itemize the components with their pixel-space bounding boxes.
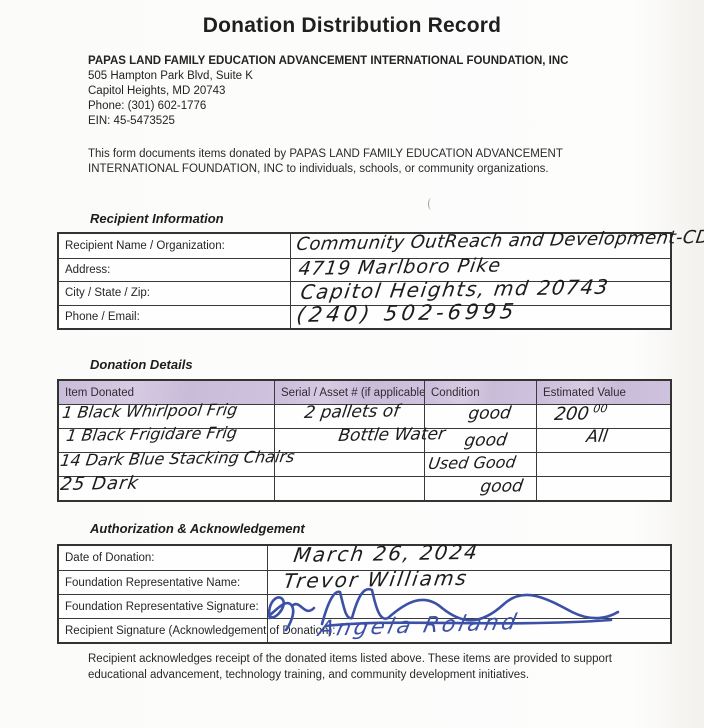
authorization-table: Date of Donation: March 26, 2024 Foundat… bbox=[57, 540, 672, 644]
value-handwritten: All bbox=[585, 426, 609, 447]
item-cell: 1 Black Whirlpool Frig bbox=[59, 400, 274, 428]
table-row: 14 Dark Blue Stacking Chairs Used Good bbox=[59, 447, 670, 476]
value-cents: 00 bbox=[592, 402, 609, 416]
serial-cell: 2 pallets of bbox=[274, 401, 424, 428]
address-label: Address: bbox=[65, 263, 111, 276]
condition-cell: good bbox=[424, 476, 536, 500]
phone-email-field: (240) 502-6995 bbox=[290, 299, 670, 328]
date-of-donation-field: March 26, 2024 bbox=[267, 540, 670, 570]
table-row: Address: 4719 Marlboro Pike bbox=[59, 254, 670, 281]
serial-cell bbox=[274, 477, 424, 500]
condition-cell: good bbox=[424, 403, 536, 428]
table-row: 1 Black Whirlpool Frig 2 pallets of good… bbox=[59, 400, 670, 428]
value-cell: 200 00 bbox=[536, 402, 670, 428]
date-of-donation-label: Date of Donation: bbox=[65, 552, 155, 564]
foundation-address-line1: 505 Hampton Park Blvd, Suite K bbox=[88, 70, 253, 82]
item-cell: 14 Dark Blue Stacking Chairs bbox=[59, 447, 296, 476]
recipient-name-handwritten: Community OutReach and Development-CDC bbox=[295, 226, 704, 255]
col-item-donated: Item Donated bbox=[59, 381, 274, 404]
table-row: Foundation Representative Name: Trevor W… bbox=[59, 566, 670, 594]
condition-cell: good bbox=[424, 429, 536, 452]
condition-handwritten: Used Good bbox=[427, 452, 518, 473]
item-cell: 25 Dark bbox=[59, 473, 274, 500]
recipient-name-field: Community OutReach and Development-CDC bbox=[290, 227, 704, 258]
address-field: 4719 Marlboro Pike bbox=[290, 254, 670, 281]
serial-cell bbox=[274, 453, 424, 476]
value-cell bbox=[536, 453, 670, 476]
city-state-zip-label: City / State / Zip: bbox=[65, 287, 150, 300]
condition-handwritten: good bbox=[463, 430, 509, 451]
foundation-phone: Phone: (301) 602-1776 bbox=[88, 100, 207, 112]
condition-cell: Used Good bbox=[424, 452, 536, 476]
value-cell: All bbox=[536, 426, 670, 452]
phone-email-label: Phone / Email: bbox=[65, 310, 140, 323]
table-row: City / State / Zip: Capitol Heights, md … bbox=[59, 275, 670, 305]
foundation-info-block: PAPAS LAND FAMILY EDUCATION ADVANCEMENT … bbox=[88, 54, 568, 129]
recipient-name-label: Recipient Name / Organization: bbox=[65, 239, 225, 252]
col-serial-asset: Serial / Asset # (if applicable) bbox=[274, 381, 429, 404]
authorization-section-heading: Authorization & Acknowledgement bbox=[90, 521, 305, 536]
value-handwritten: 200 00 bbox=[553, 402, 608, 425]
value-cell bbox=[536, 477, 670, 500]
condition-handwritten: good bbox=[479, 476, 525, 497]
item-cell: 1 Black Frigidare Frig bbox=[59, 423, 274, 452]
table-row: Recipient Name / Organization: Community… bbox=[59, 227, 704, 258]
table-row: 1 Black Frigidare Frig Bottle Water good… bbox=[59, 423, 670, 452]
rep-name-label: Foundation Representative Name: bbox=[65, 576, 241, 589]
recipient-info-table: Recipient Name / Organization: Community… bbox=[57, 227, 704, 330]
serial-handwritten: 2 pallets of bbox=[303, 401, 401, 423]
page-title: Donation Distribution Record bbox=[202, 14, 502, 37]
col-condition: Condition bbox=[424, 381, 536, 404]
scan-artifact bbox=[428, 198, 435, 210]
table-header-row: Item Donated Serial / Asset # (if applic… bbox=[59, 381, 670, 404]
foundation-ein: EIN: 45-5473525 bbox=[88, 115, 175, 127]
condition-handwritten: good bbox=[467, 403, 513, 424]
table-row: Recipient Signature (Acknowledgement of … bbox=[59, 610, 670, 642]
recipient-section-heading: Recipient Information bbox=[90, 211, 224, 226]
table-row: Phone / Email: (240) 502-6995 bbox=[59, 299, 670, 328]
table-row: Foundation Representative Signature: bbox=[59, 587, 670, 632]
rep-name-field: Trevor Williams bbox=[267, 566, 670, 594]
foundation-name: PAPAS LAND FAMILY EDUCATION ADVANCEMENT … bbox=[88, 55, 569, 67]
acknowledgement-paragraph: Recipient acknowledges receipt of the do… bbox=[88, 653, 612, 681]
value-amount: 200 bbox=[553, 403, 591, 425]
serial-cell: Bottle Water bbox=[274, 424, 447, 452]
donation-section-heading: Donation Details bbox=[90, 357, 193, 372]
table-row: Date of Donation: March 26, 2024 bbox=[59, 540, 670, 570]
rep-signature-field bbox=[267, 587, 670, 632]
col-estimated-value: Estimated Value bbox=[536, 381, 670, 404]
address-handwritten: 4719 Marlboro Pike bbox=[297, 253, 503, 280]
form-intro-paragraph: This form documents items donated by PAP… bbox=[88, 148, 563, 175]
table-row: 25 Dark good bbox=[59, 473, 670, 500]
date-handwritten: March 26, 2024 bbox=[292, 539, 481, 567]
city-state-zip-field: Capitol Heights, md 20743 bbox=[290, 275, 670, 305]
foundation-address-line2: Capitol Heights, MD 20743 bbox=[88, 85, 226, 97]
rep-signature-label: Foundation Representative Signature: bbox=[65, 600, 259, 613]
recipient-signature-label: Recipient Signature (Acknowledgement of … bbox=[65, 624, 336, 637]
foundation-representative-signature bbox=[267, 587, 620, 632]
donation-details-table: Item Donated Serial / Asset # (if applic… bbox=[57, 379, 672, 502]
recipient-signature-field: Angela Roland bbox=[267, 610, 670, 642]
